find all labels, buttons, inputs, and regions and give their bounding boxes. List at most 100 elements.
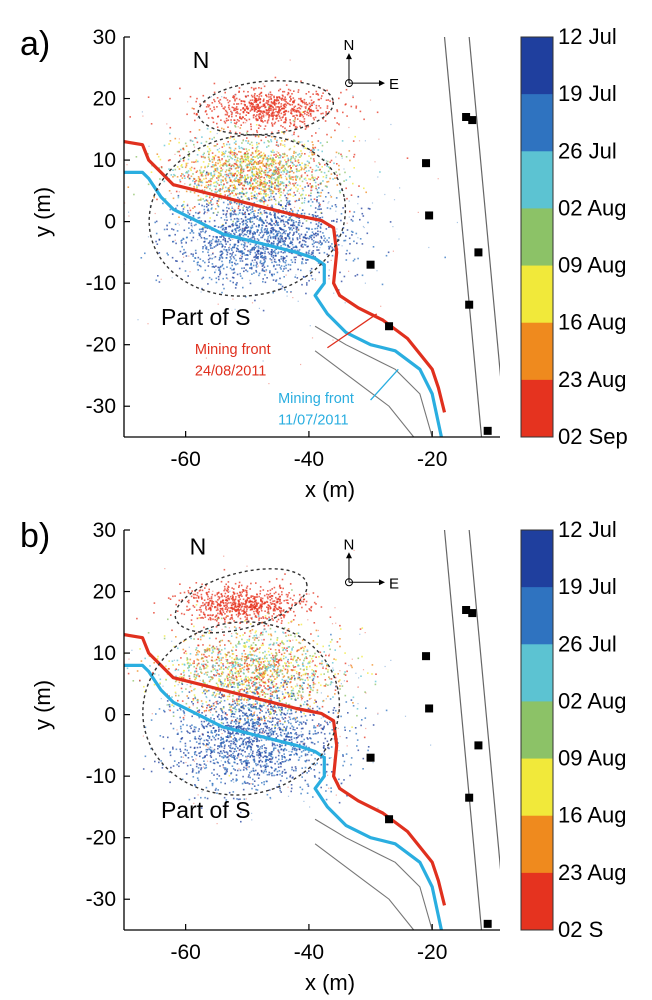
scatter-point <box>291 248 294 251</box>
scatter-point <box>222 238 224 241</box>
scatter-point <box>219 272 222 274</box>
scatter-point <box>129 116 131 118</box>
scatter-point <box>227 155 229 158</box>
scatter-point <box>261 157 264 160</box>
scatter-point <box>380 305 382 307</box>
scatter-point <box>271 226 273 229</box>
scatter-point <box>279 600 281 603</box>
scatter-point <box>229 203 231 205</box>
scatter-point <box>300 623 303 626</box>
scatter-point <box>264 174 267 176</box>
scatter-point <box>326 141 328 143</box>
scatter-point <box>284 257 286 259</box>
scatter-point <box>344 171 346 174</box>
scatter-point <box>300 194 302 197</box>
scatter-point <box>278 96 281 99</box>
scatter-point <box>273 240 275 243</box>
scatter-point <box>220 608 222 610</box>
scatter-point <box>262 156 265 159</box>
scatter-point <box>341 157 343 159</box>
scatter-point <box>244 254 246 256</box>
scatter-point <box>287 245 289 247</box>
scatter-point <box>246 270 249 273</box>
scatter-point <box>360 675 362 677</box>
scatter-point <box>252 166 255 168</box>
scatter-point <box>266 95 268 98</box>
scatter-point <box>303 236 306 238</box>
scatter-point <box>304 233 307 236</box>
scatter-point <box>304 177 307 179</box>
scatter-point <box>274 181 276 184</box>
scatter-point <box>288 226 290 229</box>
scatter-point <box>287 91 290 94</box>
scatter-point <box>181 164 183 166</box>
scatter-point <box>245 148 248 150</box>
scatter-point <box>350 218 353 221</box>
scatter-point <box>311 150 314 152</box>
scatter-point <box>178 168 181 170</box>
scatter-point <box>230 258 232 260</box>
scatter-point <box>184 251 187 254</box>
scatter-point <box>264 260 266 262</box>
scatter-point <box>317 98 320 101</box>
scatter-point <box>307 125 310 128</box>
scatter-point <box>278 89 280 92</box>
scatter-point <box>277 155 279 157</box>
scatter-point <box>210 173 212 175</box>
scatter-point <box>220 681 223 684</box>
scatter-point <box>137 319 139 321</box>
scatter-point <box>250 176 252 179</box>
scatter-point <box>158 167 160 169</box>
scatter-point <box>333 292 335 294</box>
scatter-point <box>293 164 295 166</box>
scatter-point <box>251 208 254 210</box>
scatter-point <box>224 613 226 615</box>
scatter-point <box>217 609 219 611</box>
scatter-point <box>228 190 230 193</box>
scatter-point <box>245 156 248 159</box>
scatter-point <box>268 96 270 98</box>
scatter-point <box>236 282 238 284</box>
scatter-point <box>246 181 248 183</box>
scatter-point <box>355 107 357 109</box>
scatter-point <box>228 225 231 228</box>
scatter-point <box>267 140 269 142</box>
scatter-point <box>228 108 231 111</box>
scatter-point <box>351 234 353 236</box>
scatter-point <box>310 234 312 237</box>
scatter-point <box>268 98 271 101</box>
colorbar-label: 02 Sep <box>558 424 628 449</box>
scatter-point <box>270 595 273 597</box>
scatter-point <box>213 185 216 187</box>
scatter-point <box>282 192 284 194</box>
scatter-point <box>253 608 256 610</box>
scatter-point <box>276 167 279 170</box>
scatter-point <box>343 239 345 242</box>
scatter-point <box>253 87 255 90</box>
scatter-point <box>232 281 234 284</box>
scatter-point <box>263 98 265 101</box>
scatter-point <box>209 619 212 621</box>
colorbar-label: 09 Aug <box>558 253 627 278</box>
scatter-point <box>215 236 217 238</box>
scatter-point <box>270 206 273 209</box>
scatter-point <box>275 106 277 108</box>
scatter-point <box>277 221 279 224</box>
scatter-point <box>250 166 252 169</box>
scatter-point <box>225 190 228 192</box>
scatter-point <box>300 120 303 123</box>
scatter-point <box>329 648 331 651</box>
scatter-point <box>304 103 306 105</box>
scatter-point <box>239 170 242 173</box>
scatter-point <box>259 207 261 210</box>
scatter-point <box>147 323 149 325</box>
scatter-point <box>311 214 314 216</box>
scatter-point <box>240 218 243 220</box>
scatter-point <box>246 150 248 153</box>
scatter-point <box>310 192 312 194</box>
scatter-point <box>299 207 301 209</box>
scatter-point <box>315 187 317 190</box>
scatter-point <box>126 164 128 166</box>
scatter-point <box>236 263 239 265</box>
scatter-point <box>317 166 320 168</box>
